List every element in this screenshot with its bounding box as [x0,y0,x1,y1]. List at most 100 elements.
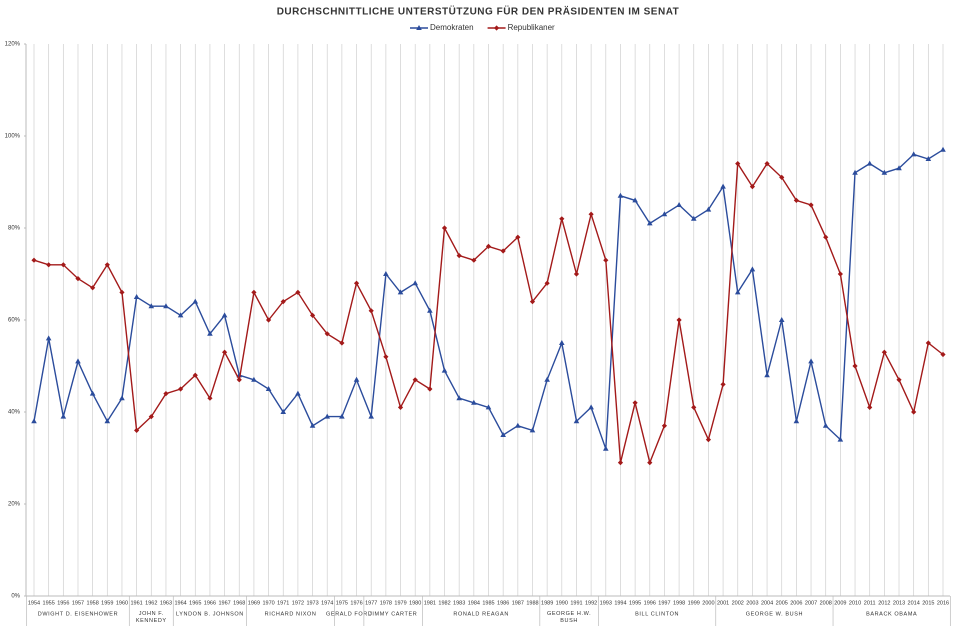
x-tick-label: 2003 [746,600,758,606]
marker [163,391,169,397]
marker [397,289,404,295]
marker [236,377,242,383]
marker [339,340,345,346]
x-tick-label: 1988 [526,600,538,606]
marker [529,427,536,433]
marker [45,335,52,341]
marker [427,386,433,392]
group-label: JIMMY CARTER [369,611,417,617]
legend-label: Republikaner [508,23,555,32]
marker [573,418,580,424]
marker [515,422,521,428]
x-tick-label: 1969 [248,600,260,606]
marker [163,303,169,309]
marker [500,248,506,254]
x-tick-label: 1983 [453,600,465,606]
x-tick-label: 1955 [43,600,55,606]
x-tick-label: 1971 [277,600,289,606]
marker [427,307,433,313]
marker [309,422,316,428]
marker [119,289,125,295]
x-tick-label: 2014 [908,600,920,606]
marker [925,156,932,161]
x-tick-label: 1968 [233,600,245,606]
x-tick-label: 1979 [394,600,406,606]
x-tick-label: 2007 [805,600,817,606]
x-tick-label: 1959 [101,600,113,606]
x-tick-label: 1972 [292,600,304,606]
group-label: RONALD REAGAN [453,611,508,617]
y-tick-label: 20% [8,502,21,508]
marker [353,280,360,286]
marker [485,243,492,249]
marker [368,413,375,419]
marker [852,363,858,369]
marker [925,340,931,346]
legend-label: Demokraten [430,23,474,32]
x-tick-label: 2004 [761,600,773,606]
marker [837,436,844,442]
marker [178,386,184,392]
x-tick-label: 1961 [131,600,143,606]
marker [148,414,154,420]
marker [456,253,462,259]
legend-marker [416,25,422,30]
y-tick-label: 120% [5,42,21,48]
x-tick-label: 1954 [28,600,40,606]
x-tick-label: 1957 [72,600,84,606]
x-tick-label: 1965 [189,600,201,606]
marker [602,445,609,451]
marker [573,271,580,277]
x-tick-label: 1967 [218,600,230,606]
marker [808,358,814,364]
marker [119,395,125,401]
marker [177,312,184,318]
x-tick-label: 1991 [570,600,582,606]
marker [676,202,682,207]
x-tick-label: 2000 [702,600,714,606]
marker [221,349,228,355]
marker [734,289,741,295]
marker [75,276,81,282]
marker [720,183,726,189]
marker [265,317,272,323]
group-label: BARACK OBAMA [866,611,917,617]
marker [90,285,96,291]
group-label: RICHARD NIXON [265,611,317,617]
x-tick-label: 1966 [204,600,216,606]
marker [397,404,404,410]
marker [133,294,140,299]
marker [60,413,67,419]
x-tick-label: 2005 [776,600,788,606]
marker [896,377,902,383]
marker [837,271,843,277]
x-tick-label: 2011 [864,600,876,606]
marker [632,197,638,203]
marker [471,257,477,263]
marker [617,192,624,198]
group-label: GEORGE W. BUSH [746,611,803,617]
marker [940,146,946,152]
x-tick-label: 2015 [922,600,934,606]
marker [46,262,52,268]
x-tick-label: 1976 [350,600,362,606]
marker [383,271,389,276]
marker [720,381,726,387]
marker [749,184,756,190]
marker [588,404,594,410]
marker [251,376,257,382]
x-tick-label: 2013 [893,600,905,606]
marker [661,211,668,217]
x-tick-label: 2012 [878,600,890,606]
x-tick-label: 1987 [512,600,524,606]
x-tick-label: 1973 [306,600,318,606]
marker [910,151,917,157]
marker [412,377,418,383]
marker [148,303,155,309]
x-tick-label: 1990 [556,600,568,606]
marker [471,399,477,405]
marker [691,404,697,410]
marker [75,358,81,364]
marker [309,312,316,318]
